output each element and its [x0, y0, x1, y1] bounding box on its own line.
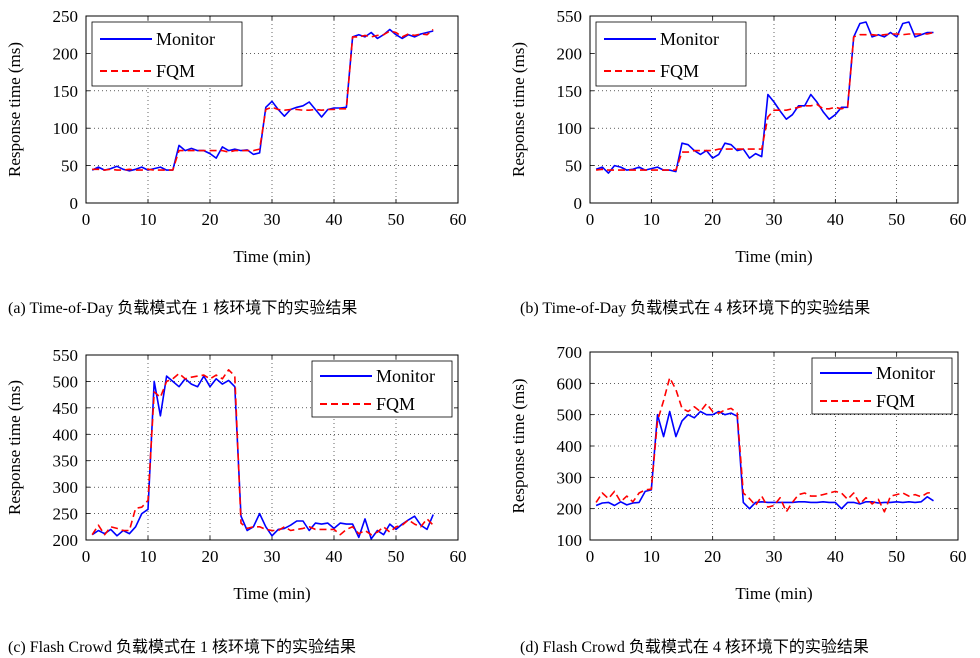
- legend-label-fqm: FQM: [876, 391, 915, 411]
- x-tick-label: 40: [326, 210, 343, 229]
- y-tick-label: 100: [557, 531, 583, 550]
- x-tick-label: 60: [450, 547, 467, 566]
- y-tick-label: 300: [557, 468, 583, 487]
- x-tick-label: 20: [202, 210, 219, 229]
- chart-b: 0 10 20 30 40 50 60 0 50 100 150 200 550 Time (min) Re…: [509, 7, 967, 266]
- y-tick-label: 500: [53, 372, 79, 391]
- x-tick-label: 40: [326, 547, 343, 566]
- x-axis-label: Time (min): [233, 584, 310, 603]
- legend-label-monitor: Monitor: [660, 29, 719, 49]
- x-axis-label: Time (min): [735, 584, 812, 603]
- x-tick-label: 60: [950, 547, 967, 566]
- series-line-fqm: [595, 376, 934, 513]
- x-tick-label: 50: [888, 547, 905, 566]
- axes-box: [589, 15, 959, 204]
- y-tick-label: 600: [557, 374, 583, 393]
- x-tick-label: 10: [140, 210, 157, 229]
- x-tick-label: 0: [82, 547, 91, 566]
- y-tick-label: 350: [53, 452, 79, 471]
- y-tick-label: 50: [565, 157, 582, 176]
- x-tick-label: 20: [202, 547, 219, 566]
- x-tick-label: 20: [704, 210, 721, 229]
- y-tick-label: 300: [53, 478, 79, 497]
- y-tick-label: 200: [557, 44, 583, 63]
- x-tick-label: 10: [140, 547, 157, 566]
- x-tick-label: 30: [264, 547, 281, 566]
- y-tick-label: 250: [53, 7, 79, 26]
- y-tick-label: 200: [53, 44, 79, 63]
- y-tick-label: 100: [557, 119, 583, 138]
- y-axis-label: Response time (ms): [509, 42, 528, 177]
- legend-label-monitor: Monitor: [156, 29, 215, 49]
- axes-box: [589, 351, 959, 541]
- y-tick-label: 500: [557, 406, 583, 425]
- y-axis-label: Response time (ms): [5, 380, 24, 515]
- y-tick-label: 250: [53, 505, 79, 524]
- legend-label-fqm: FQM: [660, 61, 699, 81]
- y-tick-label: 200: [557, 500, 583, 519]
- x-tick-label: 10: [643, 210, 660, 229]
- x-tick-label: 10: [643, 547, 660, 566]
- y-tick-label: 450: [53, 399, 79, 418]
- caption-c: (c) Flash Crowd 负载模式在 1 核环境下的实验结果: [8, 639, 356, 656]
- y-tick-label: 100: [53, 119, 79, 138]
- series-line-fqm: [92, 28, 434, 171]
- chart-a: 0 10 20 30 40 50 60 0 50 100 150 200 250 Time (min) Re…: [5, 7, 467, 266]
- y-tick-label: 200: [53, 531, 79, 550]
- x-axis-label: Time (min): [735, 247, 812, 266]
- chart-c: 0 10 20 30 40 50 60 200 250 300 350 400 450 500 550 Tim…: [5, 346, 467, 603]
- x-axis-label: Time (min): [233, 247, 310, 266]
- legend-box: [91, 21, 243, 87]
- x-tick-label: 60: [950, 210, 967, 229]
- x-tick-label: 40: [827, 547, 844, 566]
- x-tick-label: 20: [704, 547, 721, 566]
- y-tick-label: 150: [53, 82, 79, 101]
- legend: Monitor FQM: [811, 357, 953, 415]
- x-tick-label: 60: [450, 210, 467, 229]
- x-tick-label: 30: [766, 210, 783, 229]
- x-tick-label: 0: [82, 210, 91, 229]
- x-tick-label: 50: [888, 210, 905, 229]
- series-line-fqm: [91, 368, 434, 536]
- caption-a: (a) Time-of-Day 负载模式在 1 核环境下的实验结果: [8, 300, 358, 317]
- legend: Monitor FQM: [595, 21, 747, 87]
- series-line-fqm: [595, 31, 934, 171]
- legend-box: [811, 357, 953, 415]
- y-tick-label: 400: [53, 425, 79, 444]
- chart-d: 0 10 20 30 40 50 60 100 200 300 400 500 600 700 Time (…: [509, 343, 967, 603]
- legend-label-fqm: FQM: [156, 61, 195, 81]
- y-tick-label: 400: [557, 437, 583, 456]
- x-tick-label: 50: [388, 547, 405, 566]
- y-tick-label: 50: [61, 157, 78, 176]
- legend-box: [595, 21, 747, 87]
- axes-box: [85, 15, 459, 204]
- y-tick-label: 150: [557, 82, 583, 101]
- y-axis-label: Response time (ms): [509, 378, 528, 513]
- y-axis-label: Response time (ms): [5, 42, 24, 177]
- x-tick-label: 0: [586, 210, 595, 229]
- legend-box: [311, 360, 453, 418]
- caption-d: (d) Flash Crowd 负载模式在 4 核环境下的实验结果: [520, 639, 869, 656]
- y-tick-label: 0: [70, 194, 79, 213]
- legend: Monitor FQM: [311, 360, 453, 418]
- x-tick-label: 0: [586, 547, 595, 566]
- x-tick-label: 40: [827, 210, 844, 229]
- axes-box: [85, 354, 459, 541]
- x-tick-label: 50: [388, 210, 405, 229]
- x-tick-label: 30: [264, 210, 281, 229]
- legend-label-monitor: Monitor: [876, 363, 935, 383]
- x-tick-label: 30: [766, 547, 783, 566]
- y-tick-label: 550: [557, 7, 583, 26]
- y-tick-label: 550: [53, 346, 79, 365]
- legend: Monitor FQM: [91, 21, 243, 87]
- legend-label-monitor: Monitor: [376, 366, 435, 386]
- y-tick-label: 0: [574, 194, 583, 213]
- legend-label-fqm: FQM: [376, 394, 415, 414]
- caption-b: (b) Time-of-Day 负载模式在 4 核环境下的实验结果: [520, 300, 871, 317]
- y-tick-label: 700: [557, 343, 583, 362]
